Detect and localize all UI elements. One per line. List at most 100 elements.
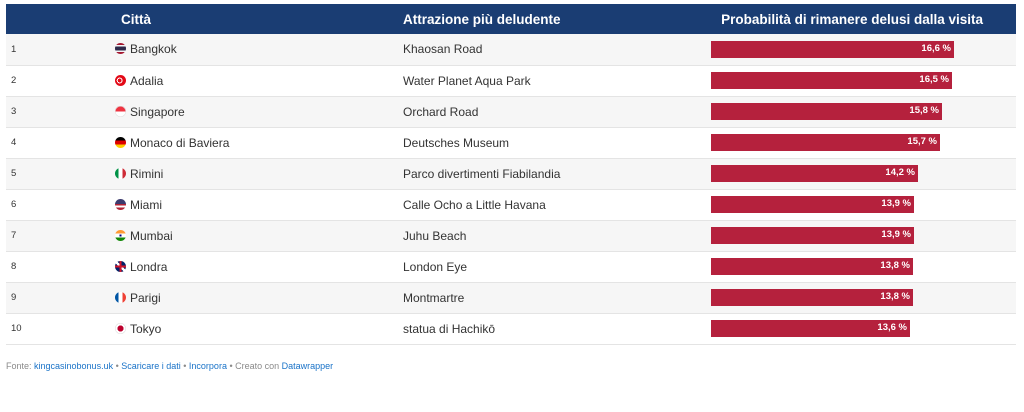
footer-separator: • <box>113 361 122 371</box>
city-name: Rimini <box>130 166 164 181</box>
row-rank: 1 <box>6 34 115 66</box>
row-rank: 8 <box>6 251 115 283</box>
row-city: Adalia <box>115 65 403 97</box>
row-probability: 13,8 % <box>711 282 1016 314</box>
row-attraction: Deutsches Museum <box>403 127 711 159</box>
table-row: 2 Adalia Water Planet Aqua Park 16,5 % <box>6 65 1016 97</box>
probability-bar: 13,8 % <box>711 258 913 275</box>
row-attraction: Water Planet Aqua Park <box>403 65 711 97</box>
row-probability: 14,2 % <box>711 158 1016 190</box>
probability-bar-label: 13,9 % <box>881 229 911 240</box>
row-city: Bangkok <box>115 34 403 66</box>
footer-prefix: Fonte: <box>6 361 35 371</box>
row-rank: 9 <box>6 282 115 314</box>
datawrapper-link[interactable]: Datawrapper <box>281 361 334 371</box>
row-attraction: Montmartre <box>403 282 711 314</box>
footer-separator: • <box>180 361 189 371</box>
header-probability[interactable]: Probabilità di rimanere delusi dalla vis… <box>721 11 983 27</box>
table-row: 6 Miami Calle Ocho a Little Havana 13,9 % <box>6 189 1016 221</box>
table-row: 1 Bangkok Khaosan Road 16,6 % <box>6 34 1016 66</box>
table-row: 3 Singapore Orchard Road 15,8 % <box>6 96 1016 128</box>
probability-bar-label: 13,6 % <box>877 322 907 333</box>
probability-bar-label: 13,8 % <box>880 260 910 271</box>
probability-bar: 15,7 % <box>711 134 940 151</box>
row-city: Miami <box>115 189 403 221</box>
row-attraction: Khaosan Road <box>403 34 711 66</box>
italy-flag-icon <box>115 167 126 179</box>
row-city: Singapore <box>115 96 403 128</box>
row-rank: 7 <box>6 220 115 252</box>
header-rank <box>6 4 115 34</box>
probability-bar-label: 15,7 % <box>907 136 937 147</box>
city-name: Adalia <box>130 73 164 88</box>
thailand-flag-icon <box>115 43 126 55</box>
header-city[interactable]: Città <box>121 11 151 27</box>
data-table-wrapper: Città Attrazione più deludente Probabili… <box>6 4 1016 345</box>
probability-bar: 13,9 % <box>711 196 914 213</box>
probability-bar-label: 16,6 % <box>921 42 951 54</box>
row-probability: 15,7 % <box>711 127 1016 159</box>
france-flag-icon <box>115 291 126 303</box>
row-attraction: Orchard Road <box>403 96 711 128</box>
city-name: Bangkok <box>130 42 177 57</box>
india-flag-icon <box>115 229 126 241</box>
row-probability: 13,9 % <box>711 220 1016 252</box>
probability-bar: 13,8 % <box>711 289 913 306</box>
singapore-flag-icon <box>115 105 126 117</box>
header-attraction[interactable]: Attrazione più deludente <box>403 11 561 27</box>
germany-flag-icon <box>115 136 126 148</box>
row-city: Tokyo <box>115 313 403 345</box>
probability-bar: 16,5 % <box>711 72 952 89</box>
row-city: Mumbai <box>115 220 403 252</box>
probability-bar-label: 16,5 % <box>919 74 949 85</box>
usa-flag-icon <box>115 198 126 210</box>
row-rank: 10 <box>6 313 115 345</box>
source-link[interactable]: kingcasinobonus.uk <box>34 361 114 371</box>
probability-bar: 14,2 % <box>711 165 918 182</box>
row-probability: 16,6 % <box>711 34 1016 66</box>
probability-bar-label: 13,9 % <box>881 198 911 209</box>
table-body: 1 Bangkok Khaosan Road 16,6 % 2 Adalia Water P… <box>6 34 1016 345</box>
turkey-flag-icon <box>115 74 126 86</box>
japan-flag-icon <box>115 322 126 334</box>
row-probability: 15,8 % <box>711 96 1016 128</box>
table-row: 9 Parigi Montmartre 13,8 % <box>6 282 1016 314</box>
row-rank: 5 <box>6 158 115 190</box>
table-row: 7 Mumbai Juhu Beach 13,9 % <box>6 220 1016 252</box>
probability-bar-label: 15,8 % <box>909 105 939 116</box>
row-city: Londra <box>115 251 403 283</box>
row-attraction: statua di Hachikō <box>403 313 711 345</box>
row-probability: 13,9 % <box>711 189 1016 221</box>
row-rank: 4 <box>6 127 115 159</box>
table-row: 8 Londra London Eye 13,8 % <box>6 251 1016 283</box>
row-attraction: Juhu Beach <box>403 220 711 252</box>
row-rank: 2 <box>6 65 115 97</box>
row-rank: 3 <box>6 96 115 128</box>
download-data-link[interactable]: Scaricare i dati <box>121 361 181 371</box>
footer: Fonte: kingcasinobonus.uk • Scaricare i … <box>6 361 333 371</box>
table-row: 5 Rimini Parco divertimenti Fiabilandia 14,… <box>6 158 1016 190</box>
row-city: Rimini <box>115 158 403 190</box>
row-attraction: London Eye <box>403 251 711 283</box>
row-rank: 6 <box>6 189 115 221</box>
probability-bar: 16,6 % <box>711 40 954 58</box>
table-row: 10 Tokyo statua di Hachikō 13,6 % <box>6 313 1016 345</box>
table-header-row: Città Attrazione più deludente Probabili… <box>6 4 1016 34</box>
embed-link[interactable]: Incorpora <box>188 361 227 371</box>
city-name: Monaco di Baviera <box>130 135 230 150</box>
row-city: Monaco di Baviera <box>115 127 403 159</box>
row-probability: 16,5 % <box>711 65 1016 97</box>
probability-bar: 13,9 % <box>711 227 914 244</box>
row-attraction: Parco divertimenti Fiabilandia <box>403 158 711 190</box>
row-probability: 13,8 % <box>711 251 1016 283</box>
footer-created-with: • Creato con <box>226 361 282 371</box>
probability-bar: 13,6 % <box>711 320 910 337</box>
probability-bar-label: 14,2 % <box>885 167 915 178</box>
city-name: Parigi <box>130 290 161 305</box>
table-row: 4 Monaco di Baviera Deutsches Museum 15,7 % <box>6 127 1016 159</box>
data-table: Città Attrazione più deludente Probabili… <box>6 4 1016 345</box>
city-name: Tokyo <box>130 321 162 336</box>
probability-bar: 15,8 % <box>711 103 942 120</box>
city-name: Mumbai <box>130 228 173 243</box>
probability-bar-label: 13,8 % <box>880 291 910 302</box>
